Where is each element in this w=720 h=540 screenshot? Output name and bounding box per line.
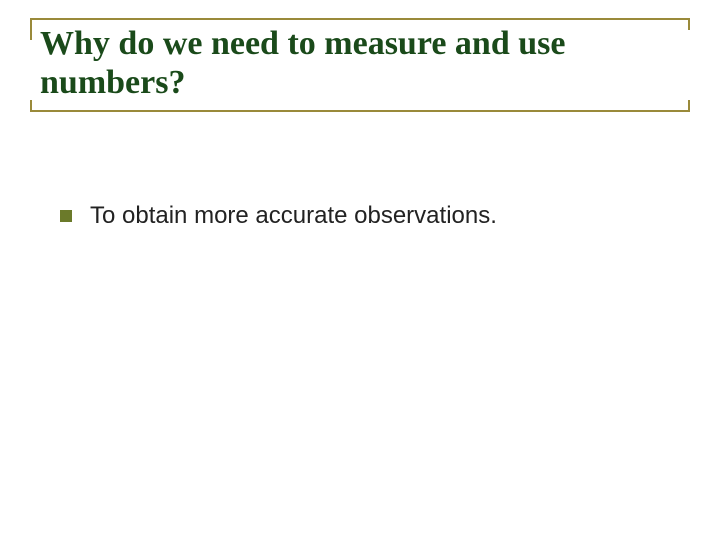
title-rule-left [30,18,32,40]
title-rule-bottom-left [30,100,32,112]
slide-body: To obtain more accurate observations. [30,112,690,230]
title-rule-right [688,18,690,30]
slide-title: Why do we need to measure and use number… [36,24,690,112]
slide: Why do we need to measure and use number… [0,0,720,540]
title-rule-bottom [30,110,690,112]
title-block: Why do we need to measure and use number… [30,18,690,112]
title-rule-bottom-right [688,100,690,112]
bullet-text: To obtain more accurate observations. [90,202,497,230]
bullet-item: To obtain more accurate observations. [60,202,670,230]
title-rule-top [30,18,690,20]
square-bullet-icon [60,210,72,222]
